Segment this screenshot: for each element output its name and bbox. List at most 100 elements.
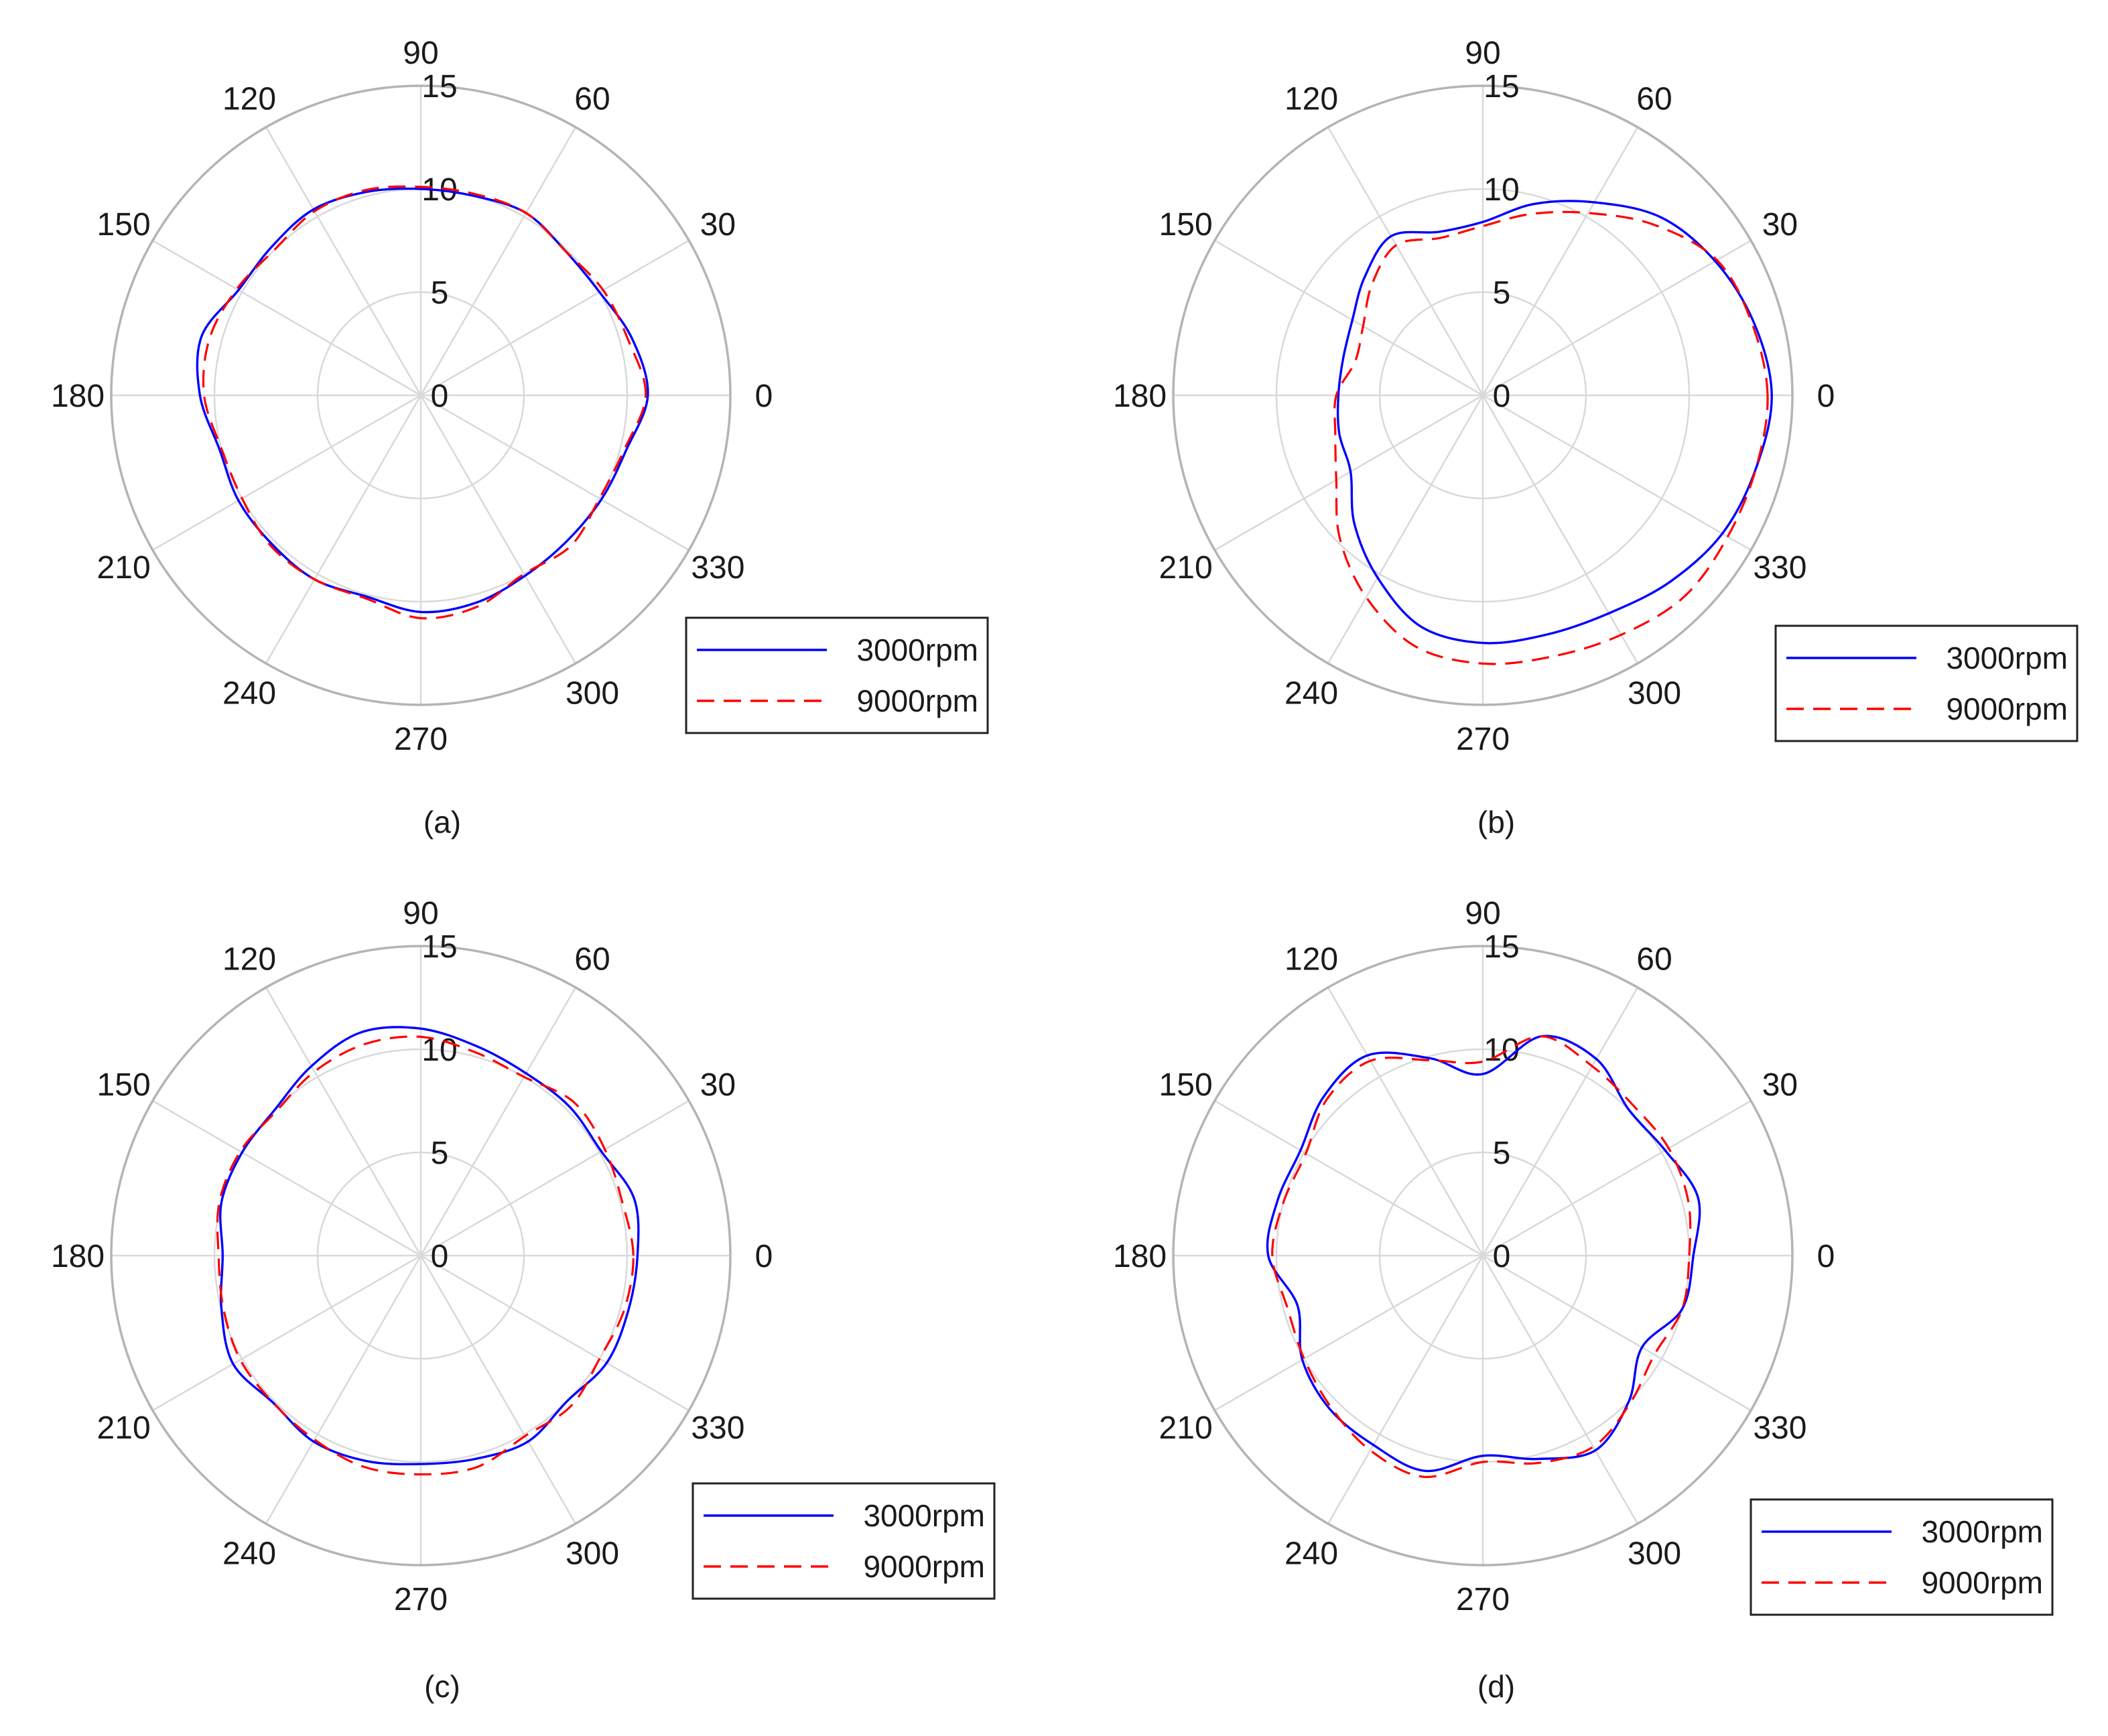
legend: 3000rpm 9000rpm (1750, 1498, 2054, 1616)
angular-gridline (1327, 395, 1484, 664)
legend-box (1750, 1498, 2054, 1616)
angular-gridline (419, 987, 577, 1256)
angular-tick-label: 300 (1628, 675, 1681, 711)
angular-gridline (1214, 1254, 1484, 1412)
series-line-3000rpm (219, 1026, 640, 1466)
angular-gridline (1214, 394, 1484, 551)
angular-tick-label: 60 (574, 82, 610, 117)
series-line-3000rpm (1336, 200, 1773, 645)
radial-tick-label: 15 (421, 929, 457, 965)
angular-tick-label: 330 (691, 1410, 744, 1446)
angular-tick-label: 150 (1159, 1067, 1213, 1103)
angular-gridline (265, 395, 422, 664)
angular-tick-label: 330 (1753, 1410, 1806, 1446)
angular-gridline (265, 127, 422, 396)
angular-gridline (420, 1254, 689, 1412)
angular-tick-label: 270 (1456, 1582, 1510, 1617)
angular-gridline (1482, 394, 1752, 551)
polar-chart-a: 0306090120150180210240270300330051015300… (51, 36, 989, 757)
legend-label: 9000rpm (863, 1549, 985, 1584)
radial-tick-label: 0 (1493, 1239, 1511, 1274)
angular-tick-label: 150 (97, 1067, 151, 1103)
series-line-9000rpm (1271, 1035, 1692, 1478)
angular-tick-label: 0 (755, 379, 773, 414)
legend-label: 3000rpm (856, 632, 978, 667)
radial-tick-label: 5 (1493, 1136, 1511, 1171)
legend-label: 9000rpm (1946, 691, 2068, 726)
angular-gridline (1481, 1255, 1639, 1524)
legend-box (691, 1482, 996, 1600)
polar-chart-b: 0 30 60 90 120 150 180 210 240 270 300 330 0 5 10 15 300… (1113, 36, 2079, 757)
angular-tick-label: 60 (1636, 82, 1672, 117)
angular-gridline (1327, 987, 1484, 1256)
angular-tick-label: 330 (1753, 550, 1806, 586)
series-line-9000rpm (1333, 210, 1769, 665)
angular-tick-label: 90 (1465, 36, 1500, 71)
angular-gridline (1482, 239, 1752, 397)
series-line-9000rpm (216, 1035, 635, 1476)
outer-boundary (1172, 945, 1794, 1566)
angular-tick-label: 210 (97, 550, 151, 586)
outer-boundary (110, 945, 732, 1566)
angular-tick-label: 330 (691, 550, 744, 586)
angular-tick-label: 60 (574, 942, 610, 978)
series-line-3000rpm (196, 187, 649, 614)
radial-tick-label: 5 (1493, 275, 1511, 311)
radial-tick-label: 0 (431, 1239, 449, 1274)
angular-tick-label: 300 (566, 675, 619, 711)
angular-gridline (420, 239, 689, 397)
angular-tick-label: 240 (1284, 675, 1338, 711)
legend-label: 3000rpm (1921, 1514, 2043, 1549)
legend: 3000rpm 9000rpm (691, 1482, 996, 1600)
radial-tick-label: 0 (1493, 379, 1511, 414)
polar-chart-c: 0306090120150180210240270300330051015300… (51, 896, 996, 1617)
angular-gridline (419, 395, 577, 664)
legend-label: 9000rpm (1921, 1565, 2043, 1600)
angular-gridline (1481, 395, 1639, 664)
angular-gridline (420, 1099, 689, 1257)
angular-tick-label: 120 (222, 942, 276, 978)
angular-gridline (152, 239, 421, 397)
angular-tick-label: 180 (1113, 379, 1167, 414)
angular-tick-label: 210 (97, 1410, 151, 1446)
angular-gridline (419, 127, 577, 396)
radial-tick-label: 5 (431, 1136, 449, 1171)
angular-tick-label: 180 (1113, 1239, 1167, 1274)
angular-gridline (1482, 1254, 1752, 1412)
angular-tick-label: 210 (1159, 1410, 1213, 1446)
angular-tick-label: 30 (700, 207, 736, 243)
legend-box (1774, 624, 2079, 742)
angular-tick-label: 90 (403, 896, 438, 931)
angular-gridline (1327, 127, 1484, 396)
angular-tick-label: 180 (51, 379, 105, 414)
angular-tick-label: 210 (1159, 550, 1213, 586)
angular-tick-label: 0 (1817, 1239, 1835, 1274)
angular-tick-label: 120 (222, 82, 276, 117)
radial-tick-label: 0 (431, 379, 449, 414)
radial-tick-label: 15 (421, 69, 457, 105)
series-line-9000rpm (202, 185, 647, 620)
angular-tick-label: 150 (1159, 207, 1213, 243)
angular-tick-label: 30 (1762, 1067, 1798, 1103)
radial-tick-label: 5 (431, 275, 449, 311)
angular-gridline (1327, 1255, 1484, 1524)
angular-gridline (1481, 987, 1639, 1256)
caption-b: (b) (1477, 805, 1516, 840)
angular-tick-label: 240 (222, 675, 276, 711)
angular-tick-label: 270 (394, 722, 448, 757)
angular-gridline (152, 1254, 421, 1412)
angular-tick-label: 270 (394, 1582, 448, 1617)
legend-label: 9000rpm (856, 683, 978, 718)
angular-tick-label: 0 (755, 1239, 773, 1274)
radial-tick-label: 10 (1484, 172, 1519, 208)
angular-gridline (265, 1255, 422, 1524)
angular-tick-label: 0 (1817, 379, 1835, 414)
outer-boundary (110, 84, 732, 706)
angular-gridline (1481, 127, 1639, 396)
angular-gridline (1214, 1099, 1484, 1257)
angular-gridline (1214, 239, 1484, 397)
angular-gridline (420, 394, 689, 551)
angular-tick-label: 120 (1284, 82, 1338, 117)
angular-tick-label: 270 (1456, 722, 1510, 757)
